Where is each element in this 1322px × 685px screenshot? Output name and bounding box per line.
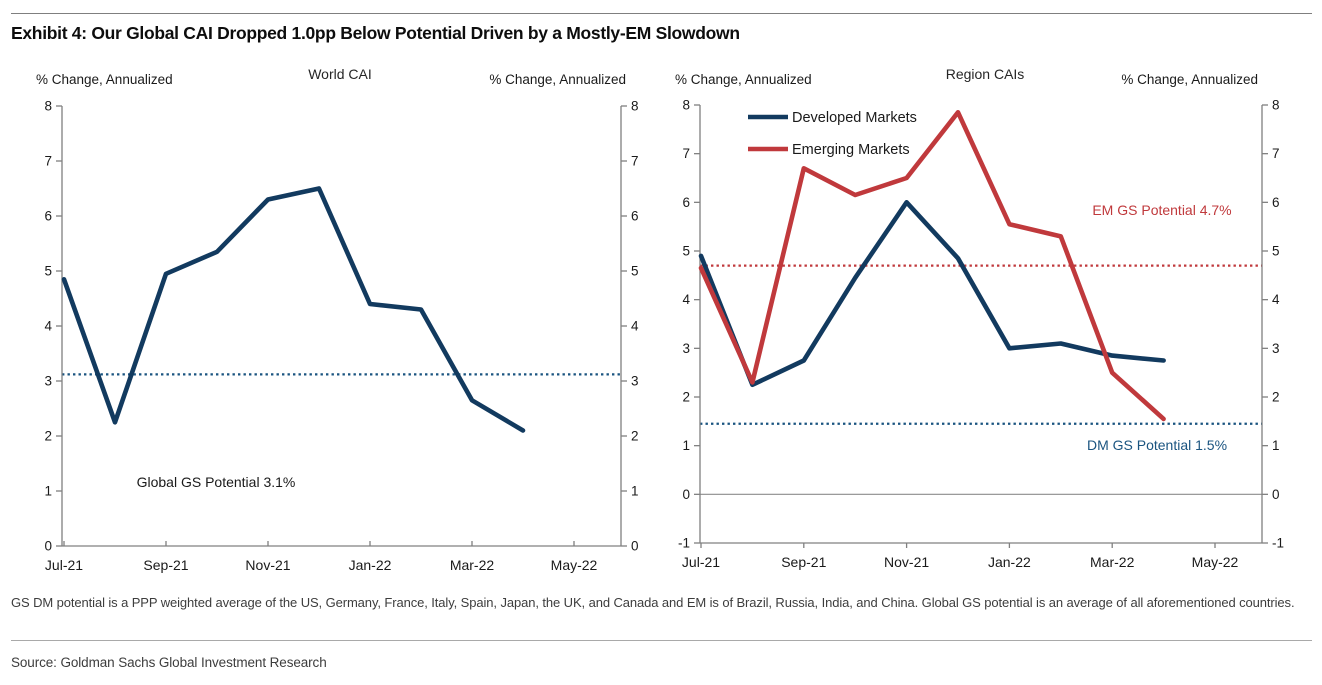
x-tick-label: May-22: [1192, 554, 1239, 570]
y-tick-label-left: 7: [682, 146, 690, 161]
x-tick-label: Nov-21: [884, 554, 929, 570]
y-tick-label-right: 4: [631, 319, 639, 334]
y-tick-label-left: 2: [682, 390, 690, 405]
x-tick-label: Mar-22: [1090, 554, 1135, 570]
reference-line-label-global-gs-potential-3-1-: Global GS Potential 3.1%: [137, 474, 296, 490]
y-tick-label-right: 7: [1272, 146, 1280, 161]
y-axis-label-left: % Change, Annualized: [36, 72, 173, 87]
y-tick-label-right: 1: [631, 484, 639, 499]
y-tick-label-right: 1: [1272, 438, 1280, 453]
y-tick-label-left: 7: [44, 154, 52, 169]
series-line-developed-markets: [698, 200, 1166, 388]
y-tick-label-right: 6: [1272, 195, 1280, 210]
y-tick-label-left: 4: [44, 319, 52, 334]
x-tick-label: Nov-21: [245, 557, 290, 573]
y-tick-label-left: 8: [44, 99, 52, 114]
chart-title: World CAI: [308, 66, 372, 82]
x-tick-label: Jan-22: [988, 554, 1031, 570]
y-tick-label-left: 1: [682, 438, 690, 453]
y-tick-label-right: 0: [1272, 487, 1280, 502]
region-cais-chart: % Change, Annualized Region CAIs % Change,…: [675, 66, 1284, 570]
y-tick-label-right: 2: [1272, 390, 1280, 405]
x-tick-label: Sep-21: [143, 557, 188, 573]
x-tick-label: May-22: [551, 557, 598, 573]
footnote: GS DM potential is a PPP weighted averag…: [11, 595, 1295, 610]
y-tick-label-right: 6: [631, 209, 639, 224]
y-tick-label-left: 0: [44, 539, 52, 554]
y-axis-label-left: % Change, Annualized: [675, 72, 812, 87]
reference-line-label-em-gs-potential-4-7-: EM GS Potential 4.7%: [1092, 202, 1231, 218]
legend-label-developed-markets: Developed Markets: [792, 110, 917, 126]
y-tick-label-right: 0: [631, 539, 639, 554]
y-tick-label-left: 4: [682, 292, 690, 307]
y-tick-label-left: 3: [44, 374, 52, 389]
y-tick-label-right: 7: [631, 154, 639, 169]
y-axis-label-right: % Change, Annualized: [489, 72, 626, 87]
series-line-emerging-markets: [698, 109, 1166, 422]
y-tick-label-left: 5: [44, 264, 52, 279]
chart-title: Region CAIs: [946, 66, 1025, 82]
x-tick-label: Jan-22: [349, 557, 392, 573]
y-tick-label-right: 8: [1272, 98, 1280, 113]
y-tick-label-right: -1: [1272, 536, 1284, 551]
exhibit-title: Exhibit 4: Our Global CAI Dropped 1.0pp …: [11, 23, 740, 43]
y-tick-label-left: 0: [682, 487, 690, 502]
source-line: Source: Goldman Sachs Global Investment …: [11, 655, 327, 670]
y-tick-label-left: 3: [682, 341, 690, 356]
y-tick-label-left: -1: [678, 536, 690, 551]
y-tick-label-right: 8: [631, 99, 639, 114]
y-tick-label-right: 2: [631, 429, 639, 444]
x-tick-label: Mar-22: [450, 557, 495, 573]
series-line-world-cai: [61, 186, 526, 433]
y-tick-label-left: 6: [682, 195, 690, 210]
reference-line-label-dm-gs-potential-1-5-: DM GS Potential 1.5%: [1087, 437, 1227, 453]
world-cai-chart: % Change, Annualized World CAI % Change, A…: [36, 66, 639, 573]
y-tick-label-right: 3: [631, 374, 639, 389]
footer-divider: [11, 640, 1312, 641]
top-rule: [11, 13, 1312, 14]
y-tick-label-left: 1: [44, 484, 52, 499]
y-tick-label-right: 4: [1272, 292, 1280, 307]
y-tick-label-right: 3: [1272, 341, 1280, 356]
y-tick-label-left: 6: [44, 209, 52, 224]
x-tick-label: Jul-21: [682, 554, 720, 570]
x-tick-label: Jul-21: [45, 557, 83, 573]
y-axis-label-right: % Change, Annualized: [1121, 72, 1258, 87]
y-tick-label-left: 2: [44, 429, 52, 444]
y-tick-label-right: 5: [631, 264, 639, 279]
legend-label-emerging-markets: Emerging Markets: [792, 142, 910, 158]
y-tick-label-left: 8: [682, 98, 690, 113]
y-tick-label-left: 5: [682, 244, 690, 259]
y-tick-label-right: 5: [1272, 244, 1280, 259]
x-tick-label: Sep-21: [781, 554, 826, 570]
